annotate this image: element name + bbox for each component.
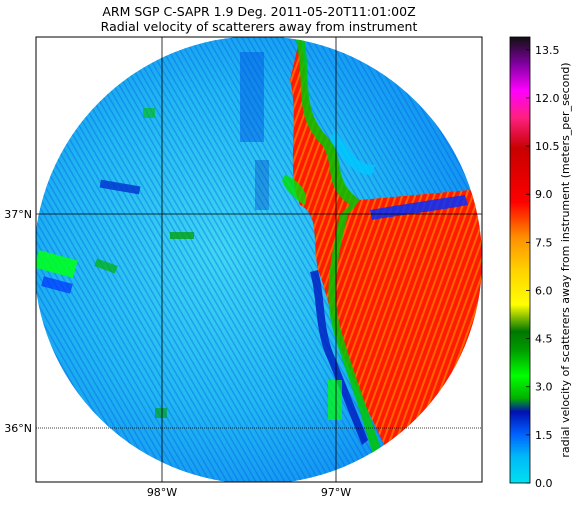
chart-subtitle: Radial velocity of scatterers away from … xyxy=(101,19,418,34)
chart-title: ARM SGP C-SAPR 1.9 Deg. 2011-05-20T11:01… xyxy=(102,4,415,19)
colorbar-tick-label: 9.0 xyxy=(535,188,553,201)
colorbar-gradient xyxy=(509,36,531,484)
x-tick-labels: 98°W 97°W xyxy=(147,486,351,499)
colorbar-tick-label: 1.5 xyxy=(535,429,553,442)
colorbar-tick-label: 3.0 xyxy=(535,381,553,394)
colorbar-tick-label: 4.5 xyxy=(535,333,553,346)
colorbar-tick-label: 12.0 xyxy=(535,92,560,105)
y-tick-labels: 37°N 36°N xyxy=(4,208,32,435)
x-tick-label: 97°W xyxy=(321,486,351,499)
grid-lines xyxy=(36,37,482,482)
colorbar-tick-label: 13.5 xyxy=(535,44,560,57)
colorbar-label: radial velocity of scatterers away from … xyxy=(559,62,572,457)
colorbar-tick-label: 0.0 xyxy=(535,477,553,490)
x-tick-label: 98°W xyxy=(147,486,177,499)
colorbar-ticks: 0.0 1.5 3.0 4.5 6.0 7.5 9.0 10.5 12.0 13.5 xyxy=(526,44,560,490)
colorbar-tick-label: 7.5 xyxy=(535,236,553,249)
colorbar-tick-label: 6.0 xyxy=(535,284,553,297)
y-tick-label: 37°N xyxy=(4,208,32,221)
radar-disk xyxy=(36,37,482,482)
axes-frame xyxy=(35,36,483,483)
y-tick-label: 36°N xyxy=(4,422,32,435)
colorbar: 0.0 1.5 3.0 4.5 6.0 7.5 9.0 10.5 12.0 13.5 radial… xyxy=(509,36,572,490)
region-transition-edge xyxy=(296,37,392,482)
colorbar-tick-label: 10.5 xyxy=(535,140,560,153)
plot-area xyxy=(35,36,483,483)
